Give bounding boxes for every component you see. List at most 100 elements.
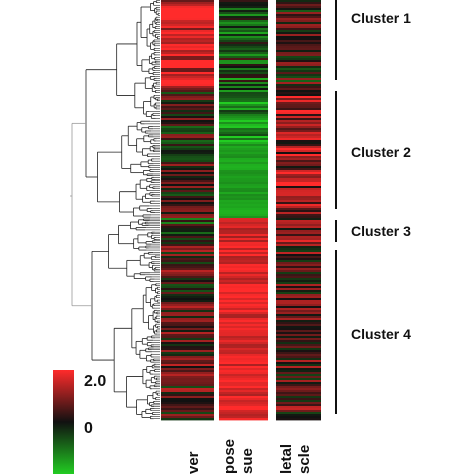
heatmap-cell [161, 254, 214, 257]
heatmap-cell [219, 362, 268, 365]
heatmap-cell [276, 402, 321, 405]
heatmap-cell [161, 396, 214, 399]
heatmap-cell [219, 328, 268, 331]
heatmap-cell [161, 278, 214, 281]
dendrogram [70, 0, 160, 420]
heatmap-cell [161, 314, 214, 317]
heatmap-cell [161, 154, 214, 157]
heatmap-cell [161, 164, 214, 167]
heatmap-cell [276, 120, 321, 123]
heatmap-cell [161, 22, 214, 25]
heatmap-cell [276, 86, 321, 89]
heatmap-cell [219, 352, 268, 355]
heatmap-cell [276, 98, 321, 101]
heatmap-cell [161, 106, 214, 109]
heatmap-cell [161, 230, 214, 233]
heatmap-cell [161, 172, 214, 175]
heatmap-cell [276, 250, 321, 253]
heatmap-cell [276, 290, 321, 293]
heatmap-cell [161, 56, 214, 59]
heatmap-cell [219, 38, 268, 41]
heatmap-cell [276, 184, 321, 187]
heatmap-cell [276, 410, 321, 413]
heatmap-cell [161, 60, 214, 63]
heatmap-cell [161, 20, 214, 23]
heatmap-cell [161, 160, 214, 163]
heatmap-cell [219, 68, 268, 71]
heatmap-cell [276, 256, 321, 259]
heatmap-cell [219, 364, 268, 367]
heatmap-cell [219, 302, 268, 305]
heatmap-cell [276, 296, 321, 299]
heatmap-cell [276, 264, 321, 267]
heatmap-cell [276, 228, 321, 231]
heatmap-cell [219, 16, 268, 19]
heatmap-cell [161, 352, 214, 355]
heatmap-cell [161, 274, 214, 277]
heatmap-cell [219, 118, 268, 121]
heatmap-cell [161, 162, 214, 165]
heatmap-cell [219, 366, 268, 369]
heatmap-cell [276, 286, 321, 289]
tissue-label-liver-line-1: ver [185, 451, 202, 474]
heatmap-cell [161, 378, 214, 381]
heatmap-cell [276, 214, 321, 217]
heatmap-cell [276, 298, 321, 301]
heatmap-cell [161, 104, 214, 107]
heatmap-cell [219, 30, 268, 33]
heatmap-cell [276, 408, 321, 411]
heatmap-cell [219, 244, 268, 247]
heatmap-cell [219, 24, 268, 27]
heatmap-cell [161, 18, 214, 21]
heatmap-cell [276, 412, 321, 415]
heatmap-cell [219, 240, 268, 243]
heatmap-cell [276, 70, 321, 73]
heatmap-cell [219, 178, 268, 181]
heatmap-cell [276, 198, 321, 201]
heatmap-cell [161, 24, 214, 27]
heatmap-cell [161, 286, 214, 289]
heatmap-cell [161, 238, 214, 241]
heatmap-cell [161, 344, 214, 347]
heatmap-cell [161, 336, 214, 339]
heatmap-cell [161, 30, 214, 33]
heatmap-cell [276, 406, 321, 409]
heatmap-cell [219, 250, 268, 253]
heatmap-cell [219, 282, 268, 285]
heatmap-cell [276, 36, 321, 39]
heatmap-cell [219, 4, 268, 7]
heatmap-cell [161, 166, 214, 169]
tissue-label-adipose: pose sue [221, 435, 256, 474]
heatmap-cell [219, 286, 268, 289]
heatmap-cell [276, 254, 321, 257]
heatmap-cell [161, 206, 214, 209]
heatmap-cell [219, 20, 268, 23]
heatmap-cell [161, 26, 214, 29]
heatmap-cell [219, 254, 268, 257]
heatmap-cell [161, 126, 214, 129]
heatmap-cell [219, 162, 268, 165]
heatmap-cell [161, 140, 214, 143]
heatmap-cell [276, 174, 321, 177]
heatmap-cell [276, 38, 321, 41]
heatmap-cell [219, 184, 268, 187]
heatmap-cell [219, 102, 268, 105]
heatmap-cell [161, 404, 214, 407]
heatmap-cell [219, 182, 268, 185]
heatmap-cell [219, 12, 268, 15]
heatmap-cell [219, 170, 268, 173]
heatmap-cell [276, 204, 321, 207]
heatmap-cell [219, 212, 268, 215]
heatmap-cell [161, 224, 214, 227]
heatmap-cell [276, 172, 321, 175]
heatmap-cell [161, 148, 214, 151]
heatmap-cell [161, 194, 214, 197]
heatmap-cell [219, 198, 268, 201]
heatmap-cell [219, 396, 268, 399]
heatmap-cell [276, 58, 321, 61]
heatmap-cell [276, 322, 321, 325]
heatmap-cell [219, 158, 268, 161]
heatmap-cell [276, 334, 321, 337]
heatmap-cell [276, 164, 321, 167]
heatmap-cell [276, 68, 321, 71]
